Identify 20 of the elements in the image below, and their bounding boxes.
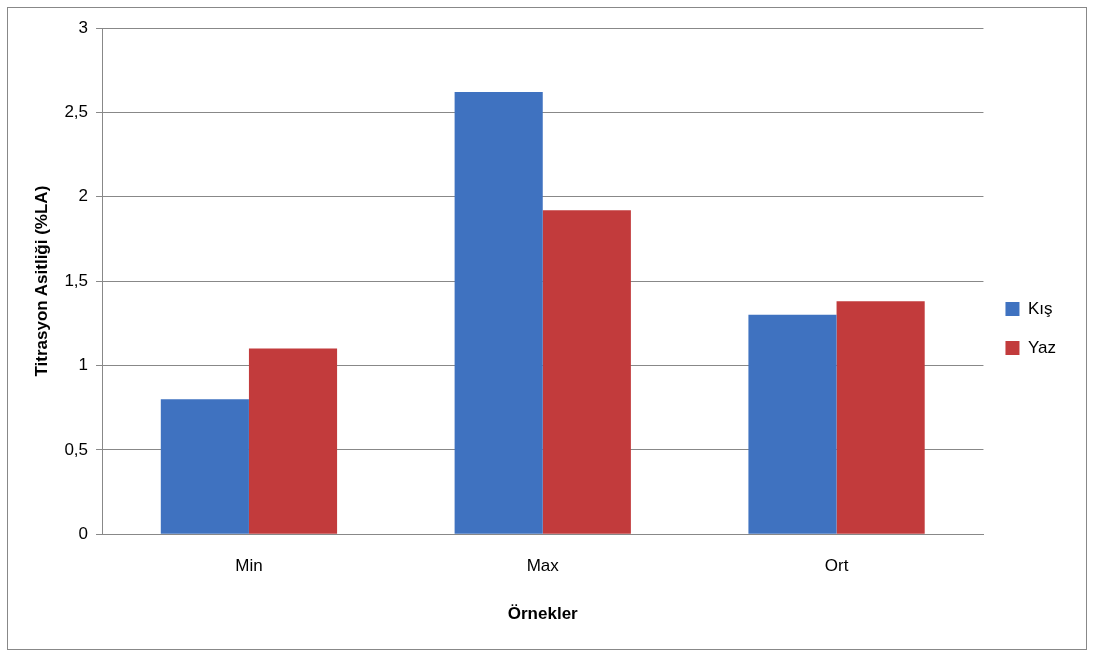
bar	[748, 314, 837, 534]
y-tick-label: 0,5	[64, 439, 89, 459]
y-tick-label: 0	[78, 523, 89, 543]
x-axis-title: Örnekler	[507, 604, 579, 624]
y-tick-label: 3	[78, 17, 89, 37]
y-tick-label: 2	[78, 186, 89, 206]
legend-label: Yaz	[1027, 337, 1057, 357]
bar	[542, 210, 631, 534]
bar	[248, 348, 338, 534]
bar	[454, 92, 543, 534]
y-tick-label: 2,5	[64, 102, 89, 122]
y-tick-label: 1,5	[64, 270, 89, 290]
x-tick-label: Max	[526, 556, 560, 576]
y-axis-title: Titrasyon Asitliği (%LA)	[31, 185, 51, 377]
y-tick-label: 1	[78, 355, 89, 375]
bar	[160, 399, 249, 534]
x-tick-label: Min	[235, 556, 263, 576]
bar	[836, 301, 925, 534]
x-tick-label: Ort	[824, 556, 849, 576]
legend-label: Kış	[1027, 298, 1053, 318]
